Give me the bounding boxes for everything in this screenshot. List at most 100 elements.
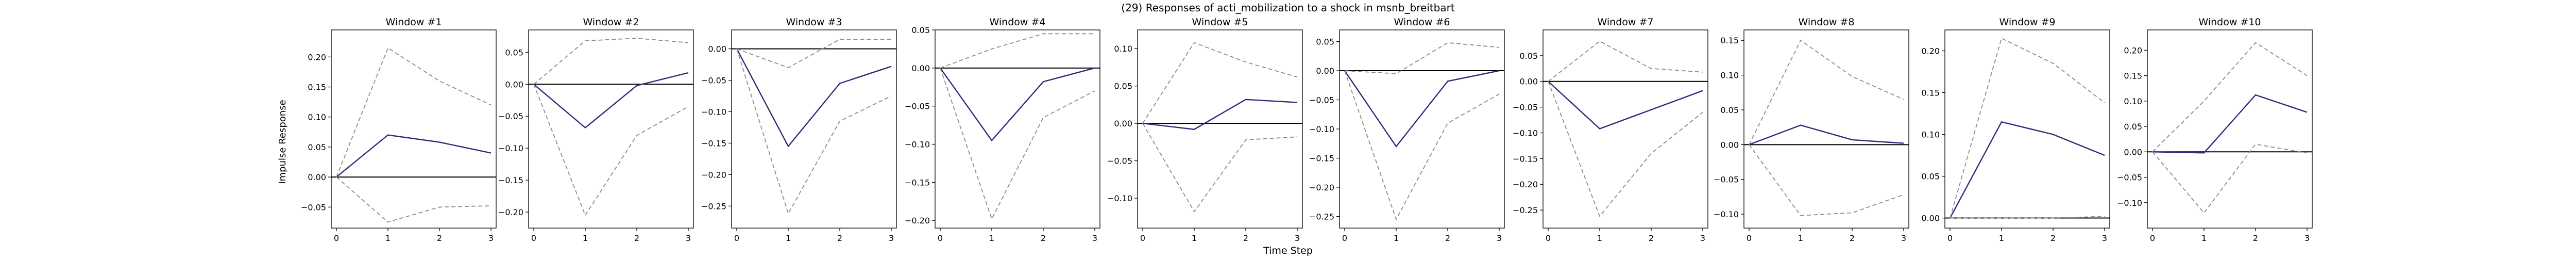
y-tick-label: −0.25 [1309, 212, 1334, 221]
x-tick-label: 0 [531, 233, 536, 243]
x-tick-label: 3 [1295, 233, 1300, 243]
panel-title: Window #1 [386, 17, 442, 28]
series-line-lower [1548, 81, 1703, 217]
series-line-upper [940, 33, 1095, 69]
axes-frame [1743, 29, 1909, 229]
y-tick-label: 0.15 [1720, 36, 1739, 45]
x-tick-label: 3 [2102, 233, 2107, 243]
series-line-upper [336, 47, 492, 178]
panel-title: Window #4 [990, 17, 1046, 28]
y-tick-label: 0.00 [1114, 119, 1132, 128]
y-tick-label: 0.10 [1114, 44, 1132, 54]
x-tick-label: 0 [938, 233, 943, 243]
y-tick-label: −0.05 [905, 102, 930, 111]
axes-frame [1944, 29, 2110, 229]
y-tick-label: 0.00 [2124, 147, 2142, 157]
panel-title: Window #10 [2198, 17, 2261, 28]
x-tick-label: 0 [334, 233, 339, 243]
panel-window-7: Window #7 −0.25 −0.20 −0.15 −0.10 −0.05 0.00 0.… [1513, 17, 1708, 243]
x-tick-label: 1 [989, 233, 994, 243]
x-tick-label: 1 [583, 233, 588, 243]
panel-title: Window #6 [1394, 17, 1450, 28]
panel-title: Window #3 [786, 17, 842, 28]
series-line-upper [533, 38, 689, 85]
x-tick-label: 0 [2150, 233, 2155, 243]
y-tick-label: −0.20 [1309, 183, 1334, 192]
x-tick-label: 0 [1140, 233, 1145, 243]
series-line-response [2152, 94, 2308, 154]
series-line-lower [940, 68, 1095, 220]
y-tick-label: −0.20 [498, 207, 523, 217]
series-line-response [1749, 124, 1904, 146]
y-tick-label: 0.05 [1720, 105, 1739, 115]
y-tick-label: 0.05 [1114, 82, 1132, 91]
series-line-upper [2152, 42, 2308, 152]
y-tick-label: −0.20 [905, 216, 930, 225]
x-tick-label: 1 [385, 233, 391, 243]
y-tick-label: 0.00 [505, 79, 523, 89]
figure-xlabel: Time Step [1263, 245, 1313, 256]
y-tick-label: 0.15 [1921, 88, 1940, 98]
series-line-upper [1950, 37, 2105, 218]
x-tick-label: 2 [437, 233, 442, 243]
y-tick-label: 0.00 [911, 63, 930, 73]
series-line-upper [736, 39, 891, 69]
y-tick-label: −0.25 [1513, 205, 1538, 215]
x-tick-label: 2 [1649, 233, 1654, 243]
y-tick-label: −0.10 [2117, 198, 2142, 208]
figure-ylabel: Impulse Response [277, 100, 288, 184]
series-line-lower [533, 84, 689, 217]
x-tick-label: 1 [1192, 233, 1197, 243]
y-tick-label: −0.05 [498, 111, 523, 121]
y-tick-label: −0.25 [701, 201, 726, 211]
x-tick-label: 2 [1243, 233, 1248, 243]
y-tick-label: −0.15 [1309, 153, 1334, 163]
y-tick-label: −0.10 [1309, 124, 1334, 134]
y-tick-label: −0.15 [905, 178, 930, 187]
y-tick-label: 0.00 [308, 172, 326, 182]
y-tick-label: −0.05 [1513, 103, 1538, 112]
series-line-response [1344, 70, 1500, 148]
series-line-response [1548, 80, 1703, 130]
panel-window-9: Window #9 0.00 0.05 0.10 0.15 0.20 0 1 2 3 [1921, 17, 2110, 243]
series-line-upper [1344, 42, 1500, 74]
y-tick-label: −0.15 [701, 138, 726, 148]
series-line-lower [1344, 70, 1500, 221]
x-tick-label: 0 [1546, 233, 1551, 243]
y-tick-label: 0.00 [1921, 214, 1940, 223]
x-tick-label: 1 [1597, 233, 1602, 243]
x-tick-label: 2 [1041, 233, 1046, 243]
y-tick-label: 0.10 [1921, 130, 1940, 140]
y-tick-label: 0.10 [308, 112, 326, 122]
panel-window-4: Window #4 −0.20 −0.15 −0.10 −0.05 0.00 0.05 0 1 2… [905, 17, 1100, 243]
x-tick-label: 3 [1700, 233, 1705, 243]
axes-frame [935, 29, 1100, 229]
series-line-upper [1548, 40, 1703, 82]
figure-suptitle: (29) Responses of acti_mobilization to a… [1121, 2, 1455, 14]
y-tick-label: 0.15 [2124, 71, 2142, 81]
panel-window-10: Window #10 −0.10 −0.05 0.00 0.05 0.10 0.15 0.20… [2117, 17, 2313, 243]
series-line-response [533, 72, 689, 129]
y-tick-label: −0.10 [1107, 194, 1132, 203]
panel-title: Window #7 [1598, 17, 1654, 28]
y-tick-label: 0.20 [1921, 46, 1940, 56]
x-tick-label: 1 [1394, 233, 1399, 243]
y-tick-label: 0.05 [1519, 51, 1538, 61]
series-line-upper [1749, 39, 1904, 145]
y-tick-label: 0.05 [1921, 172, 1940, 182]
series-line-lower [336, 176, 492, 223]
panel-title: Window #5 [1192, 17, 1248, 28]
y-tick-label: −0.05 [701, 76, 726, 86]
y-tick-label: 0.10 [1720, 71, 1739, 80]
panel-window-2: Window #2 −0.20 −0.15 −0.10 −0.05 0.00 0.05 0 1 2… [498, 17, 694, 243]
x-tick-label: 1 [786, 233, 791, 243]
series-line-lower [1749, 144, 1904, 216]
y-tick-label: −0.20 [1513, 180, 1538, 189]
series-line-response [940, 67, 1095, 142]
series-line-lower [1950, 216, 2105, 219]
panel-window-8: Window #8 −0.10 −0.05 0.00 0.05 0.10 0.15 0 1 2 3 [1714, 17, 1909, 243]
y-tick-label: 0.05 [2124, 122, 2142, 132]
x-tick-label: 3 [1497, 233, 1502, 243]
y-tick-label: −0.10 [905, 140, 930, 150]
